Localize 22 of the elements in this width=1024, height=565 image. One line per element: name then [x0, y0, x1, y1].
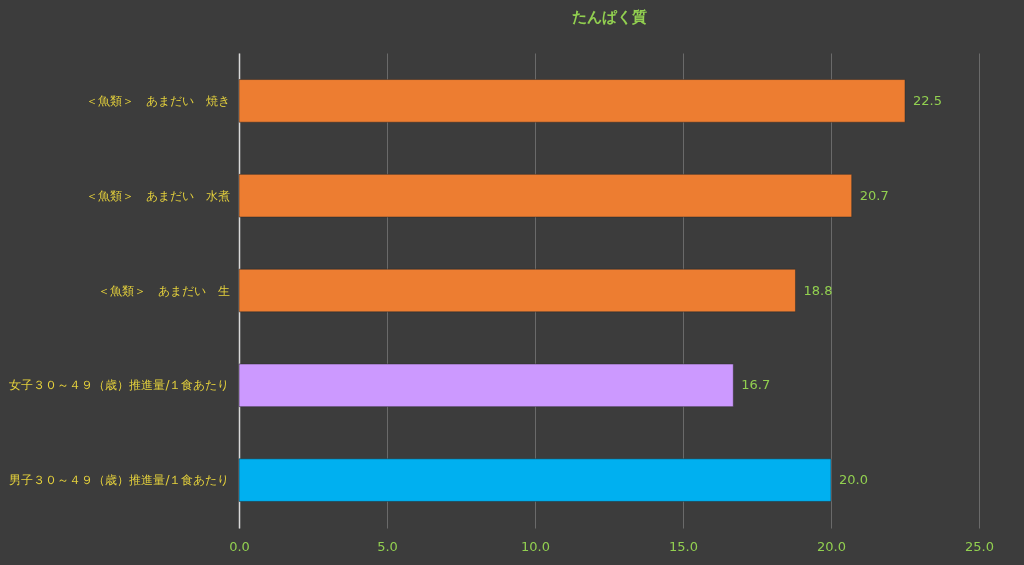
- x-tick-label: 0.0: [229, 538, 250, 554]
- bar: [238, 458, 832, 502]
- chart-title: たんぱく質: [571, 8, 647, 26]
- x-tick-label: 25.0: [965, 538, 994, 554]
- data-label: 22.5: [913, 92, 942, 108]
- bar: [238, 79, 906, 123]
- bar: [238, 363, 734, 407]
- y-tick-label: ＜魚類＞ あまだい 水煮: [85, 188, 230, 203]
- y-tick-label: 女子３０～４９（歳）推進量/１食あたり: [9, 378, 230, 393]
- y-tick-label: ＜魚類＞ あまだい 生: [97, 283, 230, 298]
- data-label: 20.7: [859, 187, 889, 203]
- data-label: 18.8: [803, 282, 833, 298]
- x-tick-label: 10.0: [521, 538, 550, 554]
- x-tick-label: 15.0: [669, 538, 698, 554]
- data-label: 16.7: [741, 377, 771, 393]
- bar: [238, 174, 852, 218]
- y-tick-label: 男子３０～４９（歳）推進量/１食あたり: [9, 473, 230, 488]
- x-tick-label: 5.0: [377, 538, 398, 554]
- y-tick-label: ＜魚類＞ あまだい 焼き: [85, 93, 230, 108]
- x-tick-label: 20.0: [817, 538, 846, 554]
- bar: [238, 268, 796, 313]
- data-label: 20.0: [839, 472, 868, 488]
